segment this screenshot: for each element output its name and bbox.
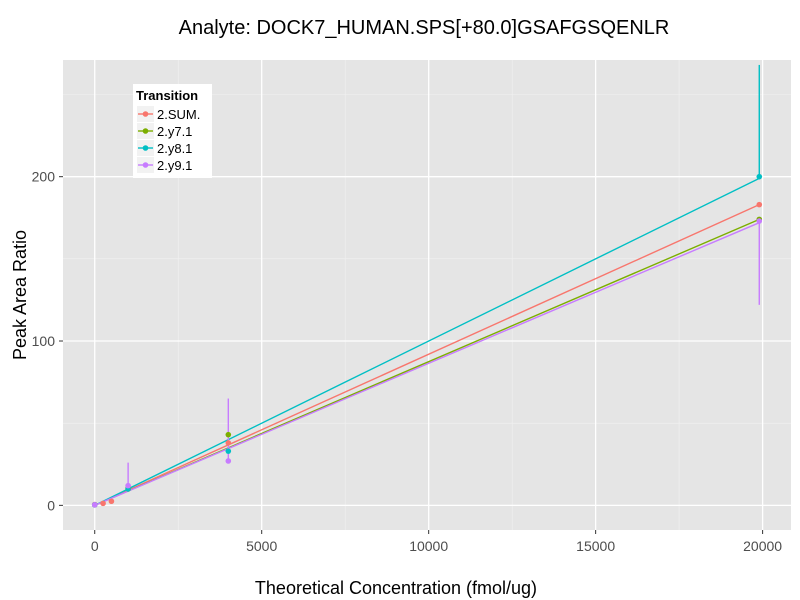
legend-label: 2.y9.1 <box>157 158 192 173</box>
y-axis: 0 100 200 <box>32 169 63 513</box>
legend-key-point <box>142 128 149 134</box>
data-point <box>756 218 763 224</box>
x-axis-title: Theoretical Concentration (fmol/ug) <box>255 578 537 598</box>
data-point <box>225 448 232 454</box>
y-axis-title: Peak Area Ratio <box>10 230 30 360</box>
fit-line <box>94 203 760 506</box>
fit-lines <box>94 177 760 506</box>
x-axis: 0 5000 10000 15000 20000 <box>91 530 782 554</box>
legend-key-point <box>142 111 149 117</box>
legend-key-point <box>142 145 149 151</box>
x-tick-label: 0 <box>91 538 99 554</box>
y-tick-label: 100 <box>32 333 56 349</box>
y-tick-label: 200 <box>32 169 56 185</box>
fit-line <box>94 222 760 506</box>
data-point <box>91 502 98 508</box>
legend-label: 2.y8.1 <box>157 141 192 156</box>
legend-key-point <box>142 162 149 168</box>
y-tick-label: 0 <box>47 497 55 513</box>
x-tick-label: 15000 <box>576 538 615 554</box>
legend-label: 2.SUM. <box>157 107 200 122</box>
legend-title: Transition <box>136 88 198 103</box>
legend-label: 2.y7.1 <box>157 124 192 139</box>
data-points <box>91 173 763 508</box>
data-point <box>100 500 106 507</box>
data-point <box>225 458 232 464</box>
x-tick-label: 10000 <box>409 538 448 554</box>
x-tick-label: 20000 <box>743 538 782 554</box>
data-point <box>225 431 232 438</box>
data-point <box>756 201 763 208</box>
x-tick-label: 5000 <box>246 538 277 554</box>
chart-title: Analyte: DOCK7_HUMAN.SPS[+80.0]GSAFGSQEN… <box>179 17 670 39</box>
gridlines <box>63 60 791 530</box>
legend: Transition 2.SUM. 2.y7.1 2.y8.1 2.y9.1 <box>133 84 212 178</box>
fit-line <box>94 177 760 506</box>
data-point <box>108 498 115 505</box>
data-point <box>756 173 763 180</box>
data-point <box>225 440 232 446</box>
data-point <box>125 482 131 489</box>
